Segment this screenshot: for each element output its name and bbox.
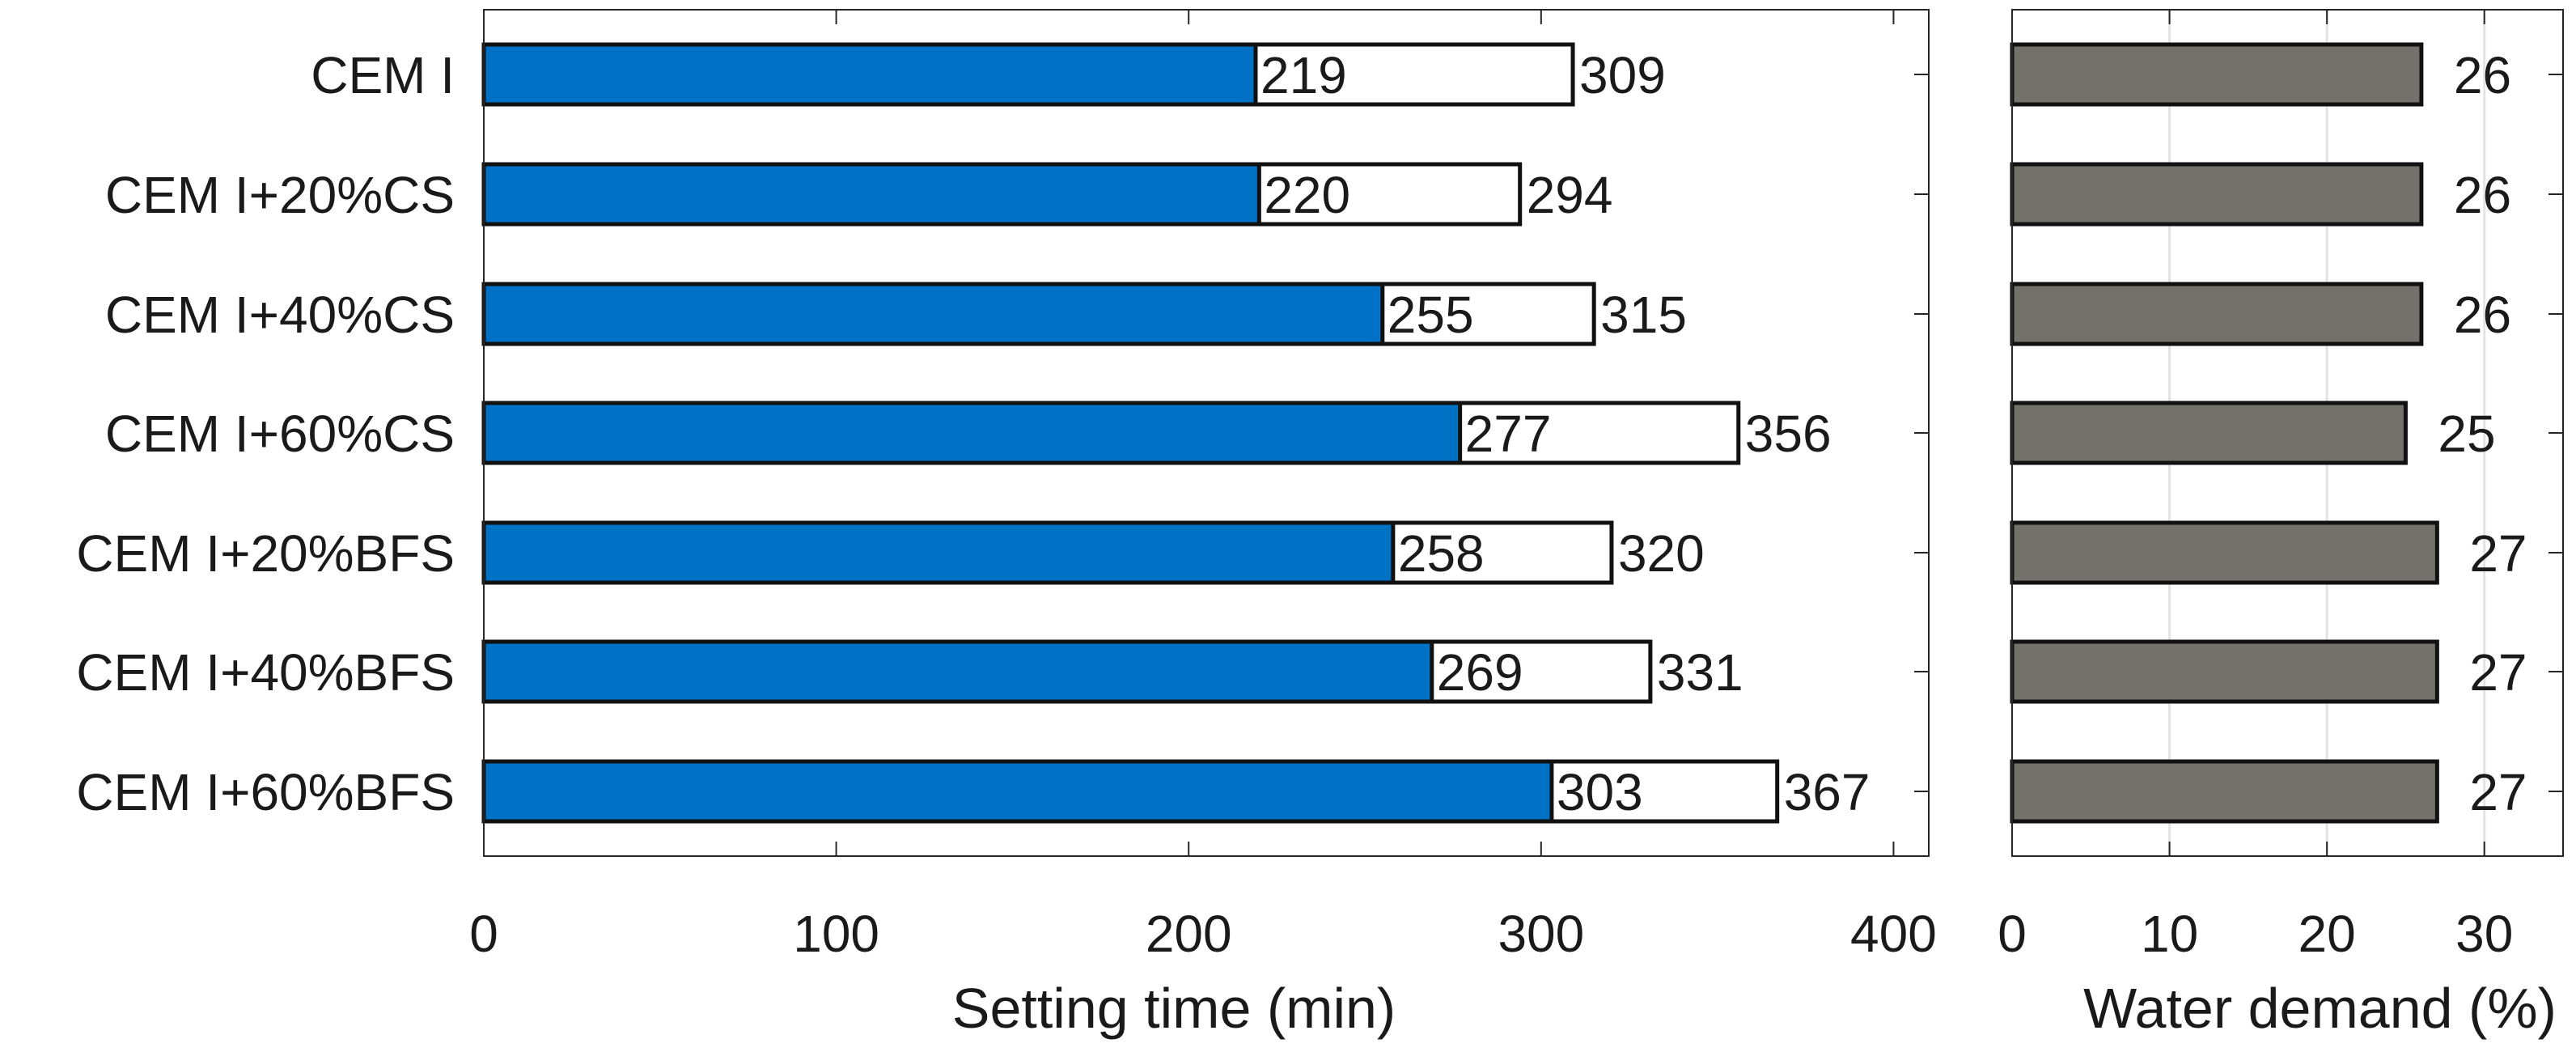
x-tick-label: 0 bbox=[1998, 905, 2027, 963]
x-tick-label: 10 bbox=[2141, 905, 2198, 963]
x-tick-label: 400 bbox=[1850, 905, 1937, 963]
initial-setting-value-label: 269 bbox=[1437, 643, 1523, 702]
initial-setting-bar bbox=[481, 42, 1258, 107]
x-tick-label: 0 bbox=[469, 905, 498, 963]
water-demand-value-label: 26 bbox=[2454, 46, 2511, 104]
initial-setting-bar bbox=[481, 401, 1463, 465]
water-demand-bar bbox=[2010, 42, 2424, 107]
final-setting-value-label: 309 bbox=[1579, 46, 1666, 104]
initial-setting-value-label: 277 bbox=[1465, 405, 1552, 463]
final-setting-value-label: 294 bbox=[1527, 166, 1613, 224]
water-demand-bar bbox=[2010, 639, 2439, 704]
water-demand-bar bbox=[2010, 759, 2439, 824]
final-setting-value-label: 320 bbox=[1618, 524, 1705, 583]
category-label: CEM I+40%BFS bbox=[76, 643, 455, 702]
final-setting-value-label: 331 bbox=[1657, 643, 1743, 702]
water-demand-value-label: 26 bbox=[2454, 166, 2511, 224]
final-setting-value-label: 356 bbox=[1745, 405, 1832, 463]
x-tick-label: 100 bbox=[793, 905, 879, 963]
x-tick-label: 200 bbox=[1146, 905, 1232, 963]
water-demand-value-label: 27 bbox=[2469, 524, 2527, 583]
water-demand-value-label: 25 bbox=[2438, 405, 2495, 463]
initial-setting-value-label: 255 bbox=[1388, 286, 1474, 344]
category-label: CEM I+20%BFS bbox=[76, 524, 455, 583]
initial-setting-value-label: 219 bbox=[1260, 46, 1347, 104]
water-demand-axes-box bbox=[2011, 9, 2564, 857]
category-label: CEM I+60%BFS bbox=[76, 763, 455, 821]
initial-setting-value-label: 303 bbox=[1557, 763, 1643, 821]
category-label: CEM I bbox=[311, 46, 455, 104]
x-axis-title: Water demand (%) bbox=[2083, 977, 2557, 1040]
water-demand-value-label: 27 bbox=[2469, 643, 2527, 702]
initial-setting-bar bbox=[481, 520, 1396, 585]
water-demand-panel: 0 10 20 30 26 26 26 25 27 27 27 Water demand (%) bbox=[1998, 9, 2564, 1040]
final-setting-value-label: 315 bbox=[1600, 286, 1687, 344]
x-axis-title: Setting time (min) bbox=[952, 977, 1396, 1040]
category-label: CEM I+60%CS bbox=[105, 405, 455, 463]
water-demand-bar bbox=[2010, 520, 2439, 585]
x-tick-label: 30 bbox=[2455, 905, 2513, 963]
initial-setting-value-label: 258 bbox=[1398, 524, 1485, 583]
initial-setting-bar bbox=[481, 162, 1261, 227]
final-setting-value-label: 367 bbox=[1784, 763, 1871, 821]
water-demand-value-label: 26 bbox=[2454, 286, 2511, 344]
x-tick-label: 300 bbox=[1498, 905, 1584, 963]
x-tick-label: 20 bbox=[2298, 905, 2356, 963]
initial-setting-bar bbox=[481, 282, 1385, 346]
category-label: CEM I+20%CS bbox=[105, 166, 455, 224]
category-label: CEM I+40%CS bbox=[105, 286, 455, 344]
initial-setting-bar bbox=[481, 759, 1554, 824]
setting-time-axes-box bbox=[483, 9, 1930, 857]
water-demand-value-label: 27 bbox=[2469, 763, 2527, 821]
water-demand-bar bbox=[2010, 282, 2424, 346]
initial-setting-bar bbox=[481, 639, 1434, 704]
setting-time-panel: 0 100 200 300 400 219 309 CEM I 220 294 CEM I+20%C… bbox=[76, 9, 1937, 1040]
initial-setting-value-label: 220 bbox=[1264, 166, 1350, 224]
water-demand-bar bbox=[2010, 162, 2424, 227]
water-demand-bar bbox=[2010, 401, 2408, 465]
